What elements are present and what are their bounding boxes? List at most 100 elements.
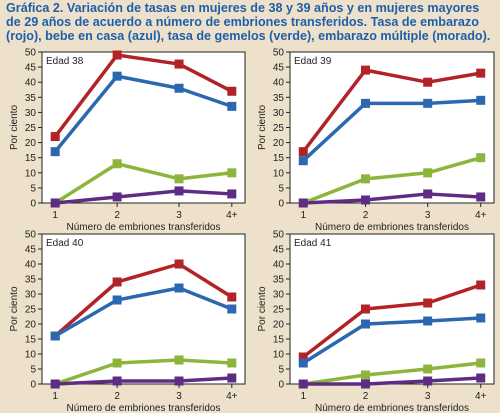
x-axis-label: Número de embriones transferidos	[315, 403, 469, 413]
data-point-red	[423, 77, 433, 87]
series-line-red	[54, 262, 233, 338]
data-point-blue	[360, 98, 370, 108]
data-point-blue	[298, 156, 308, 166]
data-point-blue	[174, 83, 184, 93]
data-point-purple	[174, 186, 184, 196]
x-tick-label: 2	[114, 391, 120, 402]
y-tick-label: 5	[278, 183, 284, 194]
series-red	[298, 65, 486, 157]
data-point-purple	[298, 198, 308, 208]
data-point-purple	[423, 376, 433, 386]
data-point-blue	[174, 283, 184, 293]
x-tick-label: 4+	[226, 391, 238, 402]
data-point-purple	[360, 195, 370, 205]
data-point-purple	[360, 379, 370, 389]
series-line-green	[302, 156, 482, 205]
panel-label: Edad 39	[294, 56, 332, 67]
x-tick-label: 3	[425, 391, 431, 402]
data-point-blue	[112, 71, 122, 81]
data-point-purple	[476, 192, 486, 202]
y-tick-label: 50	[273, 48, 285, 59]
series-red	[298, 280, 486, 362]
series-line-green	[303, 361, 481, 386]
data-point-red	[227, 86, 237, 96]
data-point-purple	[50, 198, 60, 208]
x-tick-label: 1	[52, 210, 58, 221]
series-purple	[50, 373, 237, 389]
y-tick-label: 40	[273, 260, 285, 271]
x-axis-label: Número de embriones transferidos	[67, 222, 221, 233]
series-purple	[298, 189, 486, 208]
x-tick-label: 4+	[475, 210, 487, 221]
plot-area	[289, 233, 495, 385]
data-point-green	[174, 355, 184, 365]
data-point-purple	[298, 379, 308, 389]
y-tick-label: 25	[25, 305, 37, 316]
data-point-purple	[423, 189, 433, 199]
y-tick-label: 30	[25, 290, 37, 301]
x-tick-label: 2	[363, 391, 369, 402]
plot-area	[41, 233, 246, 385]
y-tick-label: 50	[25, 230, 37, 241]
x-axis-label: Número de embriones transferidos	[67, 403, 221, 413]
y-tick-label: 45	[273, 63, 285, 74]
y-tick-label: 0	[278, 199, 284, 210]
data-point-red	[360, 65, 370, 75]
series-line-red	[301, 68, 482, 153]
data-point-purple	[112, 376, 122, 386]
data-point-red	[174, 259, 184, 269]
y-tick-label: 15	[273, 335, 285, 346]
data-point-green	[227, 168, 237, 178]
data-point-blue	[476, 313, 486, 323]
data-point-red	[298, 147, 308, 157]
series-blue	[298, 95, 486, 166]
y-tick-label: 40	[25, 260, 37, 271]
y-tick-label: 45	[273, 245, 285, 256]
x-tick-label: 2	[114, 210, 120, 221]
x-tick-label: 1	[52, 391, 58, 402]
series-line-green	[54, 358, 232, 386]
y-tick-label: 25	[25, 123, 37, 134]
data-point-blue	[50, 147, 60, 157]
data-point-green	[174, 174, 184, 184]
series-line-purple	[303, 376, 481, 386]
y-axis-label: Por ciento	[257, 105, 268, 150]
y-tick-label: 40	[273, 78, 285, 89]
y-tick-label: 25	[273, 305, 285, 316]
data-point-red	[227, 292, 237, 302]
series-blue	[298, 313, 486, 368]
series-blue	[50, 71, 237, 157]
panel-label: Edad 38	[46, 56, 84, 67]
panel-label: Edad 40	[46, 238, 84, 249]
y-tick-label: 30	[273, 290, 285, 301]
data-point-green	[112, 358, 122, 368]
y-tick-label: 20	[25, 138, 37, 149]
x-tick-label: 1	[300, 391, 306, 402]
y-tick-label: 50	[25, 48, 37, 59]
data-point-green	[423, 364, 433, 374]
data-point-blue	[50, 331, 60, 341]
series-line-green	[54, 161, 233, 205]
y-axis-label: Por ciento	[9, 105, 20, 150]
series-blue	[50, 283, 237, 341]
y-tick-label: 15	[25, 335, 37, 346]
chart-panel-2: Edad 39 0 5 10 15 20 25 30 35 40 45 50 1 2 3 4+ Número d…	[257, 48, 495, 233]
chart-panel-4: Edad 41 0 5 10 15 20 25 30 35 40 45 50 1 2 3 4+ Número d…	[257, 230, 495, 413]
y-tick-label: 25	[273, 123, 285, 134]
y-tick-label: 5	[30, 183, 36, 194]
data-point-red	[476, 68, 486, 78]
y-tick-label: 35	[273, 275, 285, 286]
data-point-red	[298, 352, 308, 362]
data-point-green	[360, 370, 370, 380]
y-tick-label: 30	[25, 108, 37, 119]
data-point-blue	[227, 304, 237, 314]
data-point-blue	[360, 319, 370, 329]
x-tick-label: 3	[425, 210, 431, 221]
data-point-blue	[423, 98, 433, 108]
x-tick-label: 3	[176, 210, 182, 221]
y-tick-label: 35	[25, 93, 37, 104]
data-point-purple	[174, 376, 184, 386]
data-point-blue	[476, 95, 486, 105]
data-point-purple	[112, 192, 122, 202]
plot-area	[41, 51, 246, 204]
